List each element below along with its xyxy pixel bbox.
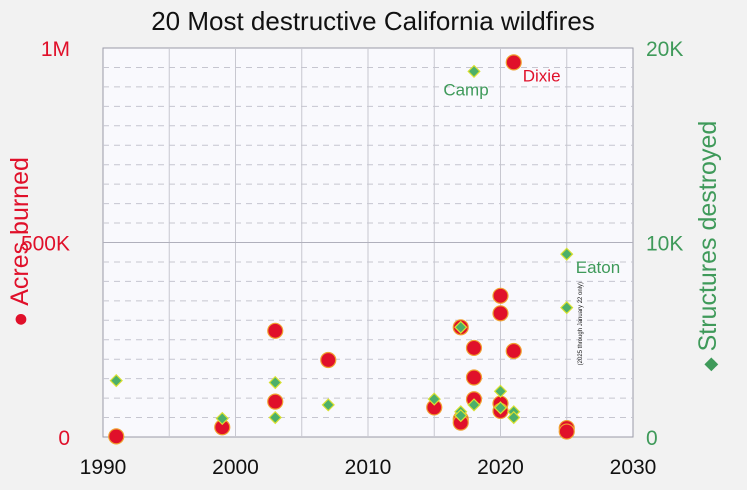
- acres-point: [320, 351, 337, 369]
- right-axis-label-group: ◆ Structures destroyed: [694, 121, 722, 372]
- structures-point: [427, 392, 441, 406]
- y-right-tick-label: 0: [646, 427, 658, 450]
- acres-point: [505, 342, 522, 360]
- structures-point: [215, 411, 229, 426]
- acres-point: [465, 339, 483, 357]
- x-tick-label: 1990: [80, 456, 127, 479]
- structures-point: [493, 401, 508, 415]
- structures-point: [560, 247, 574, 261]
- annotation-dixie: Dixie: [523, 66, 561, 85]
- left-axis-label-group: ● Acres burned: [6, 157, 34, 327]
- structures-point: [454, 408, 468, 423]
- structures-point: [467, 398, 481, 412]
- structures-point: [321, 398, 335, 412]
- annotation-2025-note: (2025 through January 22 only): [578, 282, 584, 365]
- x-tick-label: 2030: [610, 456, 657, 479]
- structures-point: [454, 320, 468, 334]
- structures-point: [109, 373, 123, 388]
- structures-point: [467, 64, 481, 78]
- y-left-tick-label: 500K: [21, 233, 70, 256]
- y-left-tick-label: 0: [58, 427, 70, 450]
- acres-point: [492, 305, 509, 322]
- acres-point: [492, 287, 509, 304]
- acres-point: [465, 369, 483, 386]
- axis-ticks: 1990 2000 2010 2020 2030 0 500K 1M 0 10K 20K: [21, 38, 683, 479]
- structures-point: [507, 410, 521, 425]
- acres-point: [108, 428, 125, 445]
- structures-point: [560, 301, 574, 315]
- y-right-tick-label: 10K: [646, 233, 683, 256]
- chart-title: 20 Most destructive California wildfires: [151, 6, 595, 36]
- x-tick-label: 2000: [212, 456, 259, 479]
- x-tick-label: 2020: [477, 456, 524, 479]
- acres-point: [505, 54, 522, 71]
- left-axis-marker: ●: [6, 312, 34, 327]
- right-axis-label: ◆ Structures destroyed: [694, 121, 722, 372]
- annotation-camp: Camp: [443, 80, 488, 99]
- left-axis-label: ● Acres burned: [6, 157, 34, 327]
- annotation-eaton: Eaton: [576, 258, 620, 277]
- y-right-tick-label: 20K: [646, 38, 683, 61]
- grid: [103, 48, 633, 437]
- annotation-2025-note-group: (2025 through January 22 only): [578, 282, 584, 365]
- y-left-tick-label: 1M: [41, 38, 70, 61]
- left-axis-title: Acres burned: [6, 157, 34, 306]
- right-axis-title: Structures destroyed: [694, 121, 722, 352]
- annotations: Camp Dixie Eaton (2025 through January 22 o…: [443, 66, 620, 365]
- data-marks: [108, 54, 575, 445]
- acres-point: [267, 322, 284, 339]
- acres-point: [267, 393, 284, 410]
- acres-point: [558, 423, 575, 440]
- structures-point: [493, 384, 508, 398]
- right-axis-marker: ◆: [700, 357, 720, 371]
- structures-point: [268, 410, 282, 425]
- structures-point: [268, 375, 282, 390]
- x-tick-label: 2010: [345, 456, 392, 479]
